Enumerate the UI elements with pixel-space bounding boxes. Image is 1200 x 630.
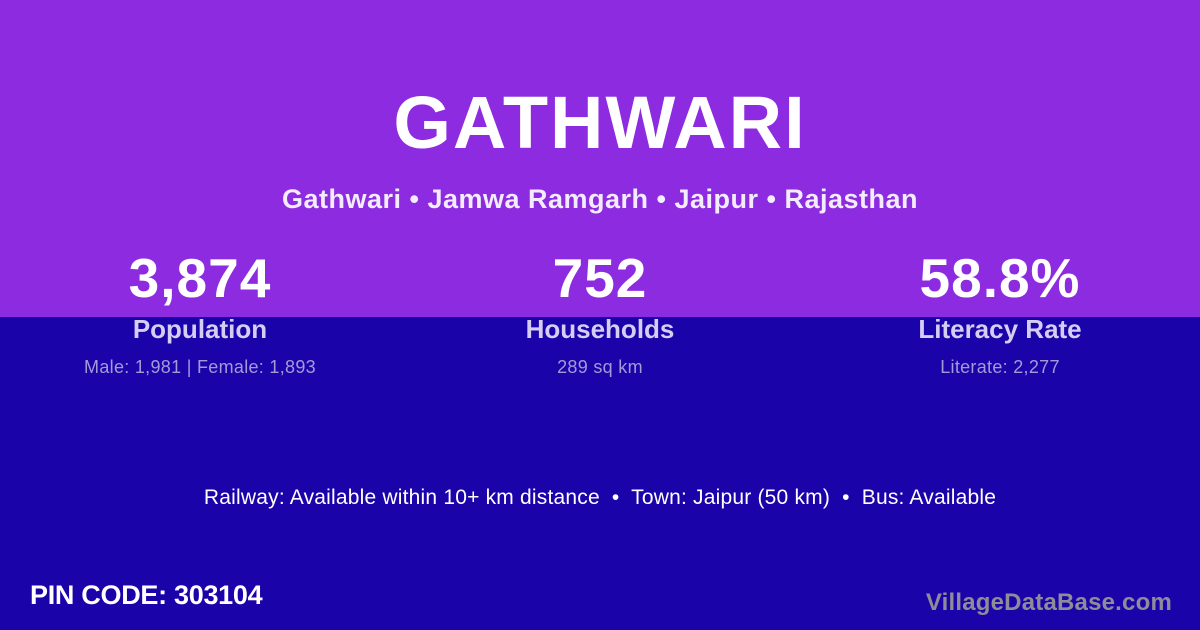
brand-watermark: VillageDataBase.com <box>925 589 1172 616</box>
body-background <box>0 317 1200 630</box>
stats-row: 3,874 Population Male: 1,981 | Female: 1… <box>0 248 1200 378</box>
stat-population: 3,874 Population Male: 1,981 | Female: 1… <box>0 248 400 378</box>
page-title: GATHWARI <box>393 81 807 164</box>
population-detail: Male: 1,981 | Female: 1,893 <box>84 357 316 377</box>
population-value: 3,874 <box>128 247 272 309</box>
population-label: Population <box>132 314 268 344</box>
header-background <box>0 0 1200 317</box>
stat-literacy-rate: 58.8% Literacy Rate Literate: 2,277 <box>800 248 1200 378</box>
literacy-rate-label: Literacy Rate <box>918 314 1082 344</box>
stat-households: 752 Households 289 sq km <box>400 248 800 378</box>
literacy-rate-detail: Literate: 2,277 <box>940 357 1060 377</box>
households-label: Households <box>525 314 675 344</box>
pin-code: PIN CODE: 303104 <box>30 580 263 610</box>
households-detail: 289 sq km <box>557 357 643 377</box>
literacy-rate-value: 58.8% <box>919 247 1081 309</box>
households-value: 752 <box>552 247 648 309</box>
breadcrumb: Gathwari • Jamwa Ramgarh • Jaipur • Raja… <box>281 184 919 214</box>
amenities-line: Railway: Available within 10+ km distanc… <box>203 486 997 509</box>
